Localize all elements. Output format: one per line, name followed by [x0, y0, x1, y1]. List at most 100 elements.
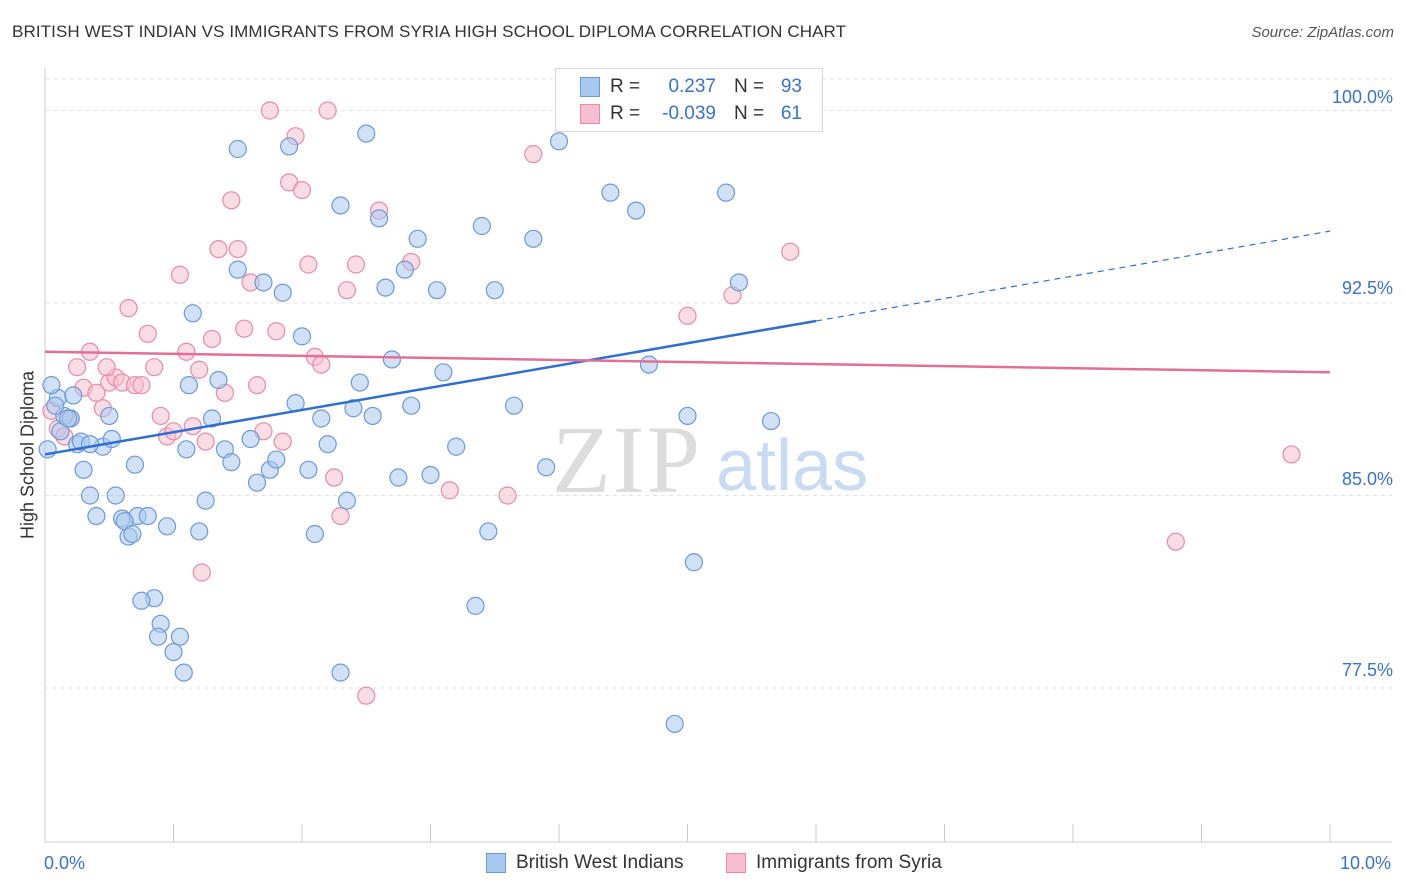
legend-row-syria: R = -0.039 N = 61	[580, 102, 802, 126]
data-point	[280, 137, 299, 156]
data-point	[228, 139, 247, 159]
data-point	[665, 714, 684, 734]
data-point	[164, 642, 183, 662]
data-point	[170, 265, 190, 284]
data-point	[260, 101, 279, 120]
legend-n-label: N =	[734, 103, 765, 124]
data-point	[273, 432, 292, 451]
data-point	[504, 396, 524, 415]
legend-item-bwi[interactable]: British West Indians	[486, 852, 684, 874]
data-point	[222, 191, 241, 210]
data-point	[1282, 445, 1301, 464]
data-point	[247, 376, 267, 395]
y-tick-label: 100.0%	[1331, 87, 1393, 107]
legend-r-value: -0.039	[662, 103, 716, 124]
data-point	[273, 283, 292, 302]
source-label: Source: ZipAtlas.com	[1251, 24, 1394, 41]
data-point	[684, 553, 704, 572]
data-point	[447, 437, 466, 456]
data-point	[363, 406, 382, 426]
data-point	[241, 429, 260, 449]
data-point	[196, 432, 215, 451]
y-axis-label: High School Diploma	[17, 370, 38, 540]
grid-lines	[45, 78, 1392, 689]
data-point	[472, 216, 491, 236]
data-point	[106, 486, 125, 505]
data-point	[209, 370, 228, 390]
data-point	[228, 260, 247, 279]
data-point	[350, 373, 369, 392]
watermark-atlas: atlas	[716, 426, 868, 506]
data-point	[376, 278, 395, 297]
data-point	[299, 460, 318, 479]
data-point	[337, 281, 357, 300]
data-point	[331, 663, 350, 682]
data-point	[716, 183, 736, 202]
data-point	[247, 473, 267, 492]
data-point	[132, 376, 151, 395]
data-point	[183, 304, 202, 323]
data-point	[123, 524, 142, 544]
legend-item-label: Immigrants from Syria	[756, 852, 942, 873]
data-point	[222, 453, 241, 472]
data-point	[202, 329, 222, 349]
data-point	[312, 409, 331, 428]
data-point	[292, 327, 312, 346]
legend-swatch-blue	[486, 853, 506, 873]
data-point	[337, 491, 357, 510]
legend-item-label: British West Indians	[516, 852, 684, 873]
data-point	[370, 209, 389, 228]
legend-n-value: 93	[780, 76, 802, 97]
data-point	[174, 663, 193, 682]
data-point	[292, 180, 312, 200]
data-point	[202, 409, 222, 428]
data-point	[427, 281, 447, 300]
legend-swatch-pink	[580, 104, 600, 124]
data-point	[64, 386, 83, 405]
data-point	[80, 486, 100, 505]
data-point	[125, 455, 145, 474]
data-point	[781, 242, 800, 261]
data-point	[59, 409, 78, 428]
data-point	[209, 240, 228, 259]
data-point	[524, 229, 543, 248]
data-point	[74, 460, 93, 479]
data-point	[132, 591, 151, 610]
legend-item-syria[interactable]: Immigrants from Syria	[726, 852, 942, 874]
data-point	[177, 342, 196, 361]
data-point	[402, 396, 421, 415]
data-point	[179, 376, 199, 395]
data-point	[639, 355, 659, 374]
data-point	[138, 506, 157, 526]
data-point	[87, 506, 106, 526]
data-point	[524, 145, 543, 164]
data-point	[177, 440, 196, 459]
data-point	[466, 596, 485, 615]
data-point	[626, 201, 646, 220]
data-point	[346, 255, 366, 274]
legend-swatch-pink	[726, 853, 746, 873]
data-point	[192, 563, 211, 582]
trend-line-bwi-extension	[815, 230, 1331, 322]
data-point	[97, 358, 116, 377]
data-point	[190, 360, 209, 379]
data-point	[318, 101, 337, 120]
data-point	[761, 411, 781, 431]
data-point	[145, 358, 164, 377]
data-point	[678, 306, 697, 325]
data-point	[228, 240, 247, 259]
data-point	[498, 486, 517, 505]
data-point	[267, 450, 286, 469]
stats-legend: R = 0.237 N = 93 R = -0.039 N = 61	[555, 68, 823, 132]
data-point	[46, 396, 65, 415]
series-legend: British West Indians Immigrants from Syr…	[0, 852, 1406, 878]
data-point	[1166, 532, 1185, 551]
trend-line-bwi	[44, 319, 817, 456]
data-point	[485, 281, 504, 300]
data-point	[305, 524, 324, 544]
chart-title: BRITISH WEST INDIAN VS IMMIGRANTS FROM S…	[12, 22, 847, 41]
y-tick-label: 77.5%	[1341, 660, 1393, 680]
data-point	[267, 322, 286, 341]
y-tick-label: 92.5%	[1341, 278, 1393, 298]
